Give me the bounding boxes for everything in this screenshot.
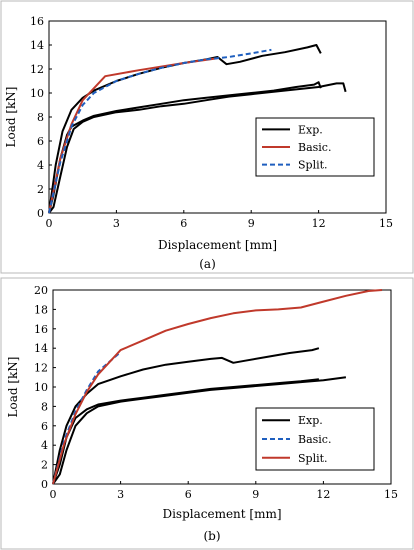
- y-tick-label: 8: [41, 400, 48, 413]
- x-tick-label: 3: [113, 217, 120, 230]
- y-tick-label: 12: [34, 362, 48, 375]
- x-tick-label: 15: [384, 488, 398, 501]
- y-tick-label: 2: [37, 183, 44, 196]
- y-tick-label: 14: [34, 342, 48, 355]
- legend-label: Exp.: [298, 414, 323, 427]
- series-line-4: [52, 289, 383, 485]
- y-axis-title: Load [kN]: [6, 357, 20, 418]
- x-axis-title: Displacement [mm]: [158, 238, 277, 252]
- panel-label: (a): [199, 257, 216, 271]
- chart-panel-1: 0 2 4 6 8 10 12 14 16 18 20 0 3 6 9 12 15 Displacement [m…: [0, 277, 414, 550]
- legend-label: Basic.: [298, 433, 331, 446]
- y-tick-label: 2: [41, 459, 48, 472]
- legend-box: [255, 407, 375, 471]
- series-line-2: [52, 347, 320, 485]
- x-tick-label: 0: [50, 488, 57, 501]
- y-tick-label: 6: [41, 420, 48, 433]
- x-tick-label: 12: [316, 488, 330, 501]
- y-tick-label: 20: [34, 284, 48, 297]
- x-axis-title: Displacement [mm]: [162, 507, 281, 521]
- series-line-3: [48, 57, 218, 214]
- y-tick-label: 16: [34, 323, 48, 336]
- panel-frame: [0, 0, 414, 274]
- x-tick-label: 6: [180, 217, 187, 230]
- legend-label: Split.: [298, 159, 328, 172]
- series-line-4: [48, 48, 272, 214]
- x-tick-label: 6: [185, 488, 192, 501]
- x-tick-label: 15: [379, 217, 393, 230]
- y-tick-label: 10: [30, 87, 44, 100]
- series-line-3: [52, 351, 122, 485]
- y-tick-label: 4: [41, 439, 48, 452]
- y-tick-label: 18: [34, 303, 48, 316]
- legend-label: Basic.: [298, 141, 331, 154]
- x-tick-label: 9: [248, 217, 255, 230]
- y-axis-title: Load [kN]: [4, 87, 18, 148]
- y-tick-label: 12: [30, 63, 44, 76]
- x-tick-label: 12: [312, 217, 326, 230]
- y-tick-label: 8: [37, 111, 44, 124]
- x-tick-label: 0: [46, 217, 53, 230]
- x-tick-label: 9: [252, 488, 259, 501]
- y-tick-label: 14: [30, 39, 44, 52]
- panel-label: (b): [203, 529, 220, 543]
- plot-area: [48, 20, 387, 214]
- x-tick-label: 3: [117, 488, 124, 501]
- y-tick-label: 10: [34, 381, 48, 394]
- y-tick-label: 6: [37, 135, 44, 148]
- chart-panel-0: 0 2 4 6 8 10 12 14 16 0 3 6 9 12 15 Displacement [mm] Lo…: [0, 0, 414, 274]
- y-tick-label: 0: [41, 478, 48, 491]
- series-line-0: [48, 82, 347, 214]
- legend-label: Split.: [298, 452, 328, 465]
- y-tick-label: 0: [37, 207, 44, 220]
- y-tick-label: 4: [37, 159, 44, 172]
- panel-frame: [0, 277, 414, 550]
- y-tick-label: 16: [30, 15, 44, 28]
- legend-label: Exp.: [298, 123, 323, 136]
